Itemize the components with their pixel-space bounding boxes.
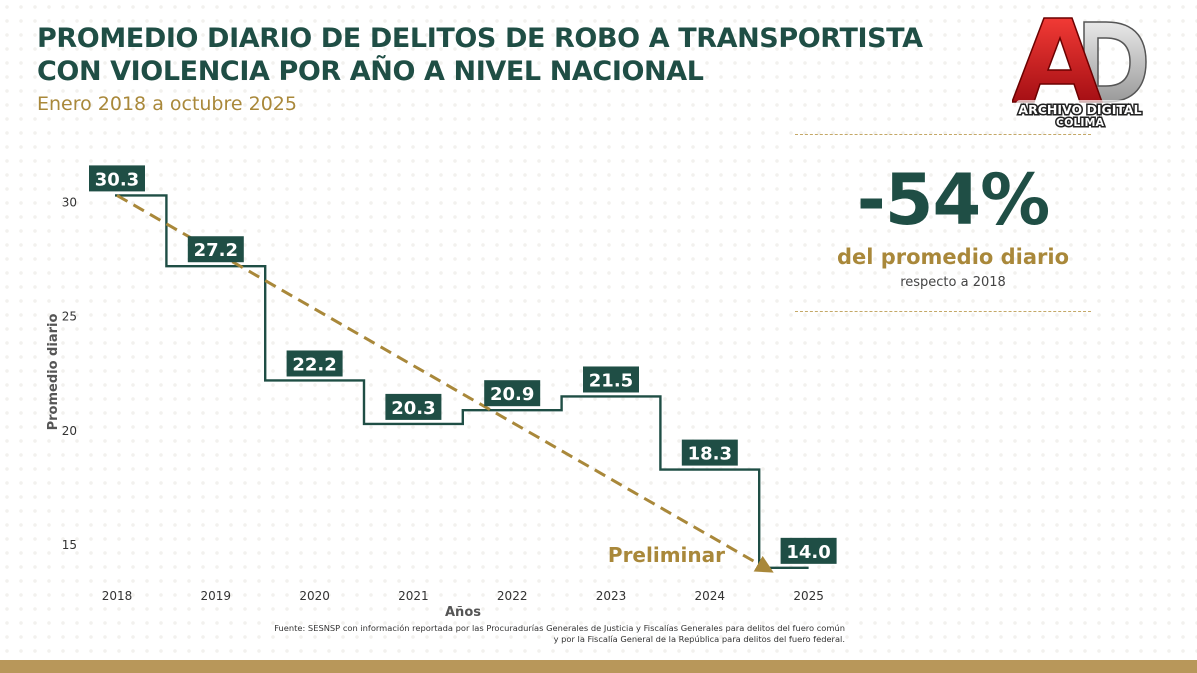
data-label-box <box>187 236 244 263</box>
footer-bar <box>0 660 1197 673</box>
data-label-text: 14.0 <box>786 542 830 563</box>
kpi-divider-top <box>795 134 1091 135</box>
x-tick-label: 2024 <box>695 589 726 603</box>
data-labels: 30.3 27.2 22.2 20.3 20.9 21.5 18.3 14.0 <box>89 165 837 564</box>
page-subtitle: Enero 2018 a octubre 2025 <box>37 93 297 115</box>
x-axis-ticks: 2018 2019 2020 2021 2022 2023 2024 2025 <box>102 589 824 603</box>
data-label-2021: 20.3 <box>385 393 442 420</box>
data-label-box <box>385 393 442 420</box>
data-label-2022: 20.9 <box>484 380 541 407</box>
kpi-value: -54% <box>856 159 1051 241</box>
step-line <box>115 194 809 570</box>
data-label-2023: 21.5 <box>583 366 639 393</box>
data-label-2020: 22.2 <box>286 350 343 377</box>
x-tick-label: 2022 <box>497 589 528 603</box>
logo-line-2: COLIMA <box>1056 116 1104 129</box>
data-label-box <box>681 439 738 466</box>
data-label-text: 20.9 <box>490 384 534 405</box>
data-label-2024: 18.3 <box>681 439 738 466</box>
y-tick-label: 20 <box>62 424 77 438</box>
data-label-text: 21.5 <box>589 370 633 391</box>
data-label-2018: 30.3 <box>89 165 145 192</box>
x-tick-label: 2023 <box>596 589 627 603</box>
title-line-2: CON VIOLENCIA POR AÑO A NIVEL NACIONAL <box>37 56 704 87</box>
logo-line-1: ARCHIVO DIGITAL <box>1018 102 1141 117</box>
x-axis-label: Años <box>445 605 481 620</box>
data-label-2025: 14.0 <box>780 537 837 564</box>
data-label-text: 20.3 <box>391 398 435 419</box>
source-line-2: y por la Fiscalía General de la Repúblic… <box>553 634 845 644</box>
data-label-text: 18.3 <box>688 444 732 465</box>
data-label-text: 27.2 <box>194 240 238 261</box>
kpi-caption: del promedio diario <box>836 245 1070 269</box>
source-line-1: Fuente: SESNSP con información reportada… <box>274 623 845 633</box>
data-label-2019: 27.2 <box>187 236 244 263</box>
y-tick-label: 25 <box>62 310 77 324</box>
archivo-digital-logo: ARCHIVO DIGITAL COLIMA <box>1012 17 1147 131</box>
x-tick-label: 2021 <box>398 589 429 603</box>
x-tick-label: 2019 <box>201 589 232 603</box>
data-label-box <box>89 165 145 192</box>
kpi-note: respecto a 2018 <box>900 275 1006 290</box>
x-tick-label: 2018 <box>102 589 133 603</box>
page-title: PROMEDIO DIARIO DE DELITOS DE ROBO A TRA… <box>37 22 923 88</box>
title-line-1: PROMEDIO DIARIO DE DELITOS DE ROBO A TRA… <box>37 23 923 54</box>
y-axis-ticks: 15 20 25 30 <box>62 195 77 552</box>
preliminar-annotation: Preliminar <box>608 543 725 567</box>
x-tick-label: 2020 <box>299 589 330 603</box>
data-label-text: 30.3 <box>95 169 139 190</box>
source-note: Fuente: SESNSP con información reportada… <box>220 623 845 645</box>
data-label-box <box>583 366 639 393</box>
y-tick-label: 15 <box>62 538 77 552</box>
y-axis-label: Promedio diario <box>46 314 61 431</box>
y-tick-label: 30 <box>62 195 77 209</box>
data-label-box <box>484 380 541 407</box>
data-label-text: 22.2 <box>292 354 336 375</box>
data-label-box <box>286 350 343 377</box>
kpi-divider-bottom <box>795 311 1091 312</box>
step-series <box>115 194 809 570</box>
x-tick-label: 2025 <box>793 589 824 603</box>
data-label-box <box>780 537 837 564</box>
